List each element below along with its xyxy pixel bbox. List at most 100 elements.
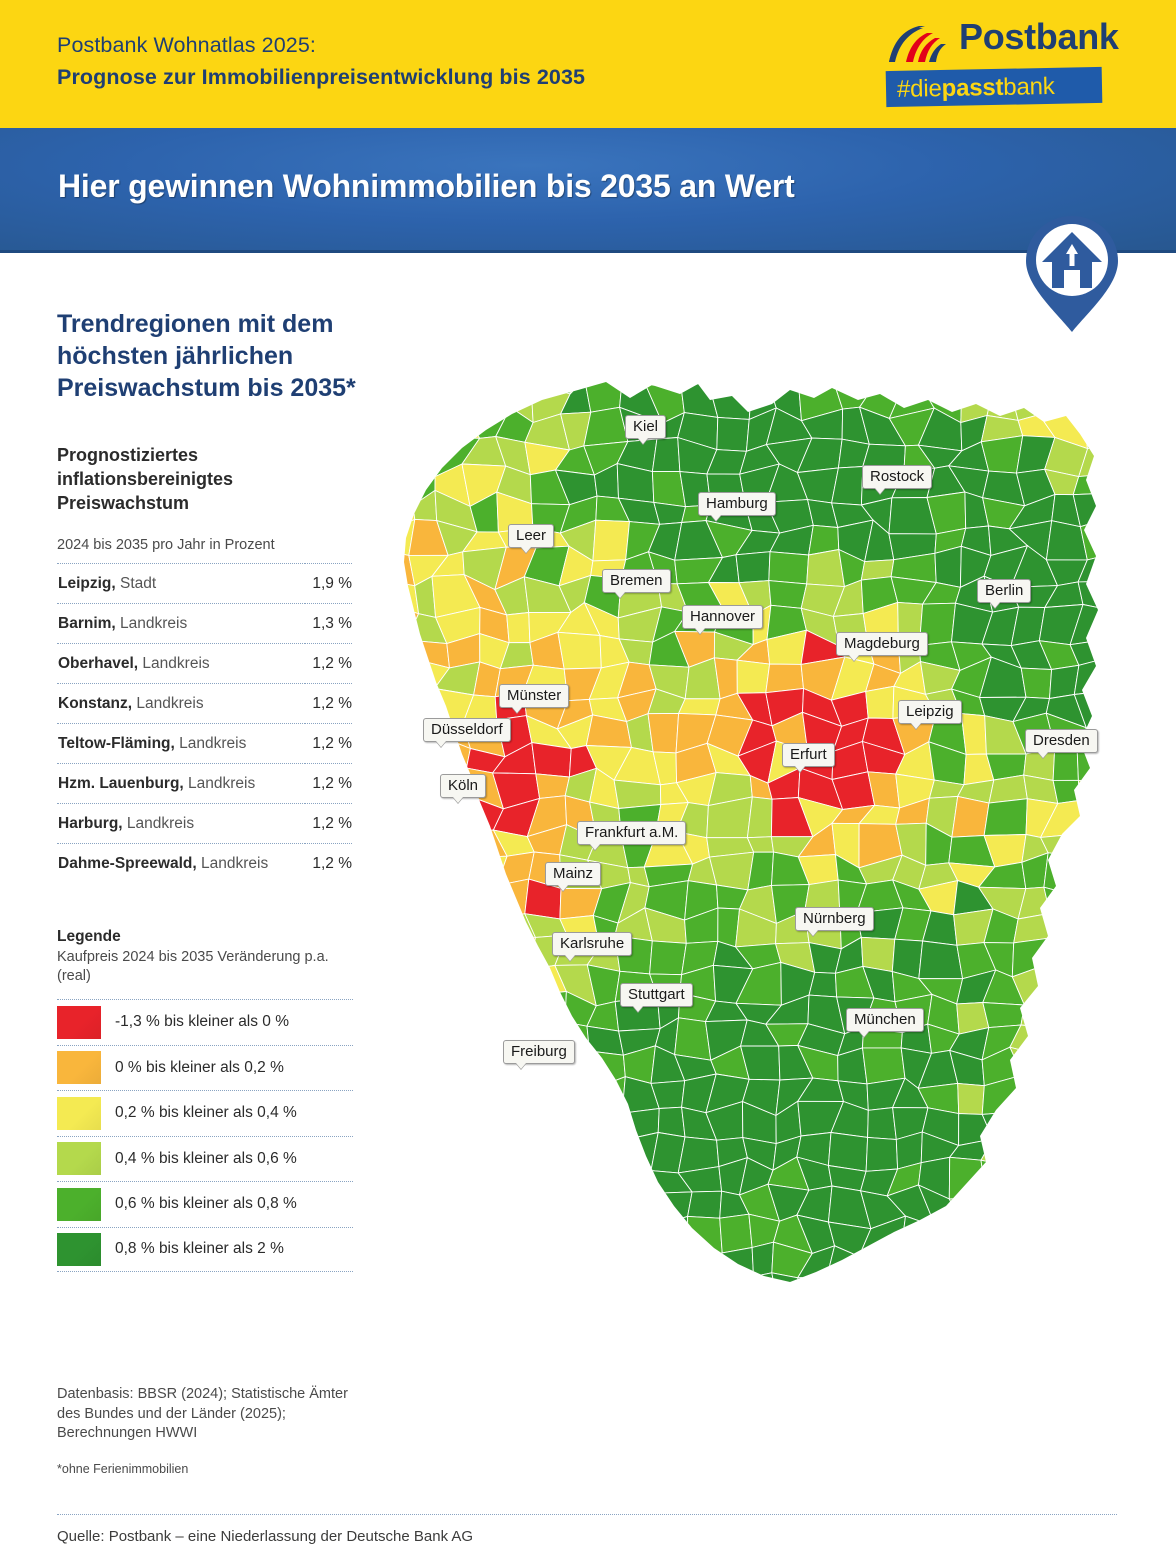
- map-district: [380, 1305, 417, 1332]
- map-district: [1108, 1329, 1138, 1367]
- map-district: [772, 1327, 811, 1358]
- map-district: [1053, 1156, 1078, 1196]
- map-district: [928, 1351, 961, 1391]
- map-district: [747, 1272, 777, 1282]
- region-growth-value: 1,2 %: [305, 643, 352, 684]
- map-district: [1049, 912, 1082, 943]
- map-district: [1020, 667, 1053, 699]
- map-district: [1106, 1156, 1142, 1192]
- map-district: [531, 1351, 563, 1382]
- map-district: [982, 1002, 1025, 1029]
- map-district: [433, 1304, 479, 1337]
- map-district: [860, 936, 896, 973]
- map-district: [436, 1104, 480, 1146]
- map-district: [461, 1076, 510, 1113]
- map-district: [745, 1358, 782, 1389]
- map-district: [595, 1112, 623, 1142]
- map-district: [1105, 942, 1136, 978]
- map-district: [1103, 520, 1146, 553]
- map-district: [404, 411, 410, 442]
- map-district: [891, 1268, 932, 1282]
- map-district: [1069, 1240, 1098, 1279]
- map-district: [404, 1191, 414, 1228]
- map-city-label-n-rnberg: Nürnberg: [795, 907, 874, 931]
- map-district: [1069, 991, 1098, 1034]
- map-district: [618, 1221, 655, 1247]
- map-district: [506, 612, 531, 644]
- map-district: [526, 1440, 569, 1466]
- source-text: Quelle: Postbank – eine Niederlassung de…: [57, 1528, 474, 1545]
- map-district: [1133, 1184, 1170, 1224]
- map-district: [1113, 360, 1149, 390]
- map-district: [412, 1283, 446, 1305]
- map-district: [927, 1435, 963, 1470]
- map-district: [555, 1332, 599, 1356]
- map-district: [592, 1076, 626, 1115]
- map-district: [1132, 505, 1171, 532]
- map-district: [1113, 389, 1149, 423]
- map-district: [980, 1159, 1022, 1199]
- map-district: [1049, 1104, 1076, 1145]
- map-district: [380, 1393, 414, 1419]
- legend-item: 0,6 % bis kleiner als 0,8 %: [57, 1181, 353, 1227]
- header-yellow-band: [0, 0, 1176, 128]
- map-district: [1137, 714, 1170, 744]
- map-district: [474, 961, 510, 999]
- map-district: [707, 382, 753, 383]
- map-district: [1136, 1297, 1170, 1334]
- map-district: [403, 1442, 450, 1470]
- map-district: [532, 1266, 572, 1282]
- map-district: [719, 1331, 744, 1367]
- header-title-line2: Prognose zur Immobilienpreisentwicklung …: [57, 65, 586, 89]
- map-district: [864, 1390, 891, 1421]
- legend-label: 0 % bis kleiner als 0,2 %: [115, 1058, 284, 1076]
- legend-list: -1,3 % bis kleiner als 0 % 0 % bis kleine…: [57, 999, 353, 1272]
- map-district: [766, 1357, 811, 1388]
- map-district: [1134, 945, 1168, 978]
- map-district: [586, 1025, 624, 1056]
- map-district: [1079, 386, 1098, 418]
- map-district: [1101, 1415, 1147, 1447]
- badge-die: die: [909, 75, 942, 103]
- map-district: [953, 1302, 996, 1338]
- map-district: [1135, 770, 1170, 812]
- map-district: [650, 1328, 683, 1367]
- legend-label: 0,4 % bis kleiner als 0,6 %: [115, 1149, 297, 1167]
- map-district: [404, 862, 450, 894]
- map-district: [468, 382, 505, 396]
- map-district: [1081, 1440, 1109, 1471]
- map-district: [588, 1412, 616, 1449]
- region-name-cell: Hzm. Lauenburg, Landkreis: [57, 763, 306, 804]
- map-district: [979, 1251, 1015, 1276]
- map-district: [1009, 1046, 1056, 1076]
- map-district: [1015, 1325, 1053, 1364]
- map-district: [863, 1298, 895, 1338]
- map-district: [559, 1351, 600, 1382]
- map-district: [615, 1421, 651, 1449]
- map-district: [1111, 1079, 1149, 1114]
- map-district: [859, 1441, 906, 1470]
- map-district: [613, 779, 662, 809]
- map-district: [1069, 1104, 1098, 1132]
- map-district: [1020, 1302, 1044, 1328]
- map-district: [1134, 883, 1170, 921]
- map-district: [493, 934, 537, 970]
- map-district: [463, 1333, 510, 1366]
- map-district: [565, 1138, 602, 1170]
- sidebar-title: Trendregionen mit dem höchsten jährliche…: [57, 310, 356, 402]
- map-district: [434, 412, 481, 439]
- map-city-label-berlin: Berlin: [977, 579, 1032, 603]
- map-district: [657, 1106, 686, 1138]
- map-district: [1103, 992, 1144, 1034]
- map-district: [404, 811, 416, 841]
- region-name: Konstanz,: [58, 694, 133, 712]
- table-row: Barnim, Landkreis 1,3 %: [57, 603, 352, 644]
- map-district: [404, 382, 438, 419]
- map-district: [1013, 1274, 1048, 1282]
- map-district: [431, 1057, 470, 1087]
- map-district: [867, 1271, 896, 1282]
- map-district: [919, 1268, 965, 1282]
- map-district: [980, 1191, 1022, 1229]
- map-district: [979, 1213, 1019, 1256]
- map-district: [888, 1327, 936, 1363]
